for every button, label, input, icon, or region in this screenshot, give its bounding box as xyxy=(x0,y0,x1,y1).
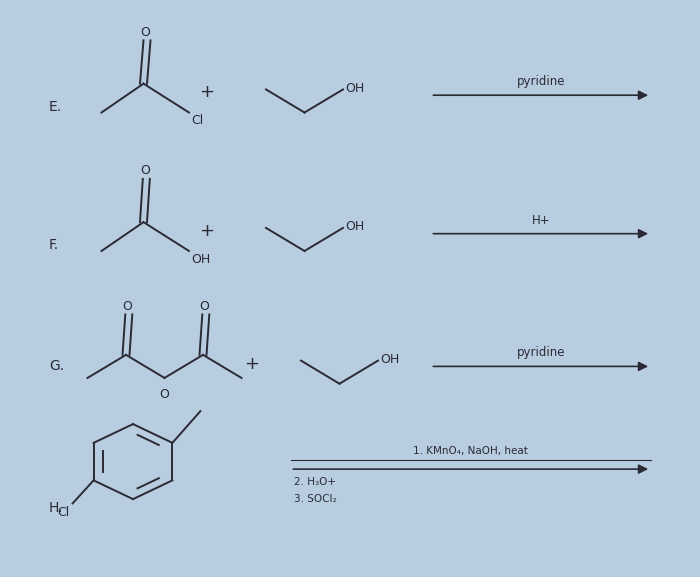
Text: Cl: Cl xyxy=(57,507,69,519)
Text: H.: H. xyxy=(49,501,64,515)
Text: O: O xyxy=(140,164,150,177)
Text: O: O xyxy=(199,299,209,313)
Text: OH: OH xyxy=(345,220,365,233)
Text: G.: G. xyxy=(49,359,64,373)
Text: F.: F. xyxy=(49,238,59,252)
Text: OH: OH xyxy=(345,82,365,95)
Text: OH: OH xyxy=(191,253,211,266)
Text: pyridine: pyridine xyxy=(517,346,565,359)
Text: E.: E. xyxy=(49,100,62,114)
Text: pyridine: pyridine xyxy=(517,75,565,88)
Text: Cl: Cl xyxy=(191,114,204,128)
Text: 1. KMnO₄, NaOH, heat: 1. KMnO₄, NaOH, heat xyxy=(413,446,528,456)
Text: OH: OH xyxy=(380,353,399,366)
Text: H+: H+ xyxy=(531,213,550,227)
Text: 2. H₃O+: 2. H₃O+ xyxy=(294,477,336,487)
Text: +: + xyxy=(199,83,214,102)
Text: +: + xyxy=(199,222,214,240)
Text: O: O xyxy=(122,299,132,313)
Text: O: O xyxy=(141,25,150,39)
Text: 3. SOCl₂: 3. SOCl₂ xyxy=(294,494,337,504)
Text: +: + xyxy=(244,354,260,373)
Text: O: O xyxy=(160,388,169,402)
